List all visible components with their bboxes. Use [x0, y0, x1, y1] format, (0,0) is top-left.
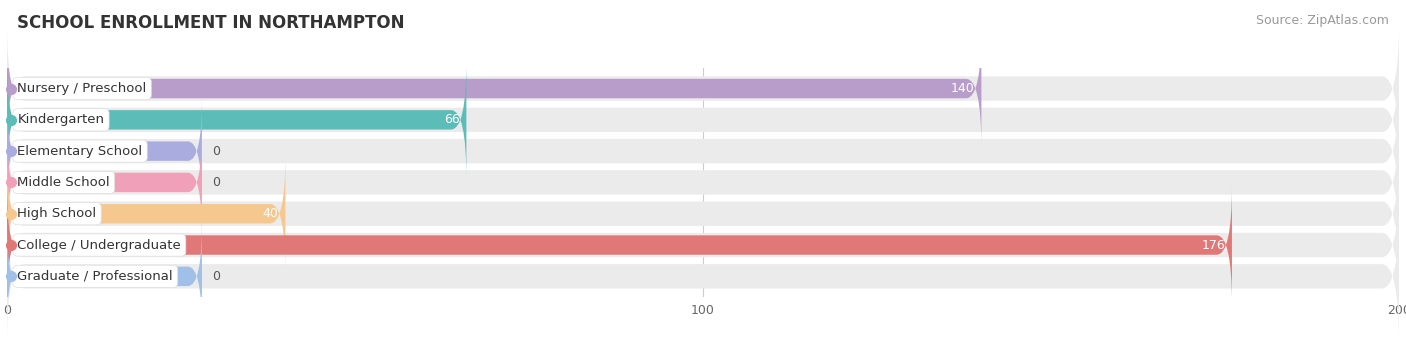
FancyBboxPatch shape: [7, 116, 1399, 249]
FancyBboxPatch shape: [7, 154, 285, 273]
Text: College / Undergraduate: College / Undergraduate: [17, 239, 181, 252]
Text: 0: 0: [212, 270, 221, 283]
Text: Kindergarten: Kindergarten: [17, 113, 104, 126]
FancyBboxPatch shape: [7, 98, 202, 204]
Text: 0: 0: [212, 145, 221, 158]
Text: 176: 176: [1201, 239, 1225, 252]
Text: High School: High School: [17, 207, 97, 220]
Text: Source: ZipAtlas.com: Source: ZipAtlas.com: [1256, 14, 1389, 27]
Text: Nursery / Preschool: Nursery / Preschool: [17, 82, 146, 95]
FancyBboxPatch shape: [7, 23, 1399, 154]
FancyBboxPatch shape: [7, 148, 1399, 280]
Text: 66: 66: [444, 113, 460, 126]
FancyBboxPatch shape: [7, 179, 1399, 311]
FancyBboxPatch shape: [7, 54, 1399, 186]
FancyBboxPatch shape: [7, 61, 467, 179]
FancyBboxPatch shape: [7, 85, 1399, 217]
FancyBboxPatch shape: [7, 223, 202, 329]
Text: Elementary School: Elementary School: [17, 145, 142, 158]
Text: 0: 0: [212, 176, 221, 189]
FancyBboxPatch shape: [7, 130, 202, 235]
Text: 140: 140: [950, 82, 974, 95]
FancyBboxPatch shape: [7, 210, 1399, 341]
Text: Middle School: Middle School: [17, 176, 110, 189]
FancyBboxPatch shape: [7, 186, 1232, 304]
Text: 40: 40: [263, 207, 278, 220]
Text: SCHOOL ENROLLMENT IN NORTHAMPTON: SCHOOL ENROLLMENT IN NORTHAMPTON: [17, 14, 405, 32]
Text: Graduate / Professional: Graduate / Professional: [17, 270, 173, 283]
FancyBboxPatch shape: [7, 29, 981, 148]
